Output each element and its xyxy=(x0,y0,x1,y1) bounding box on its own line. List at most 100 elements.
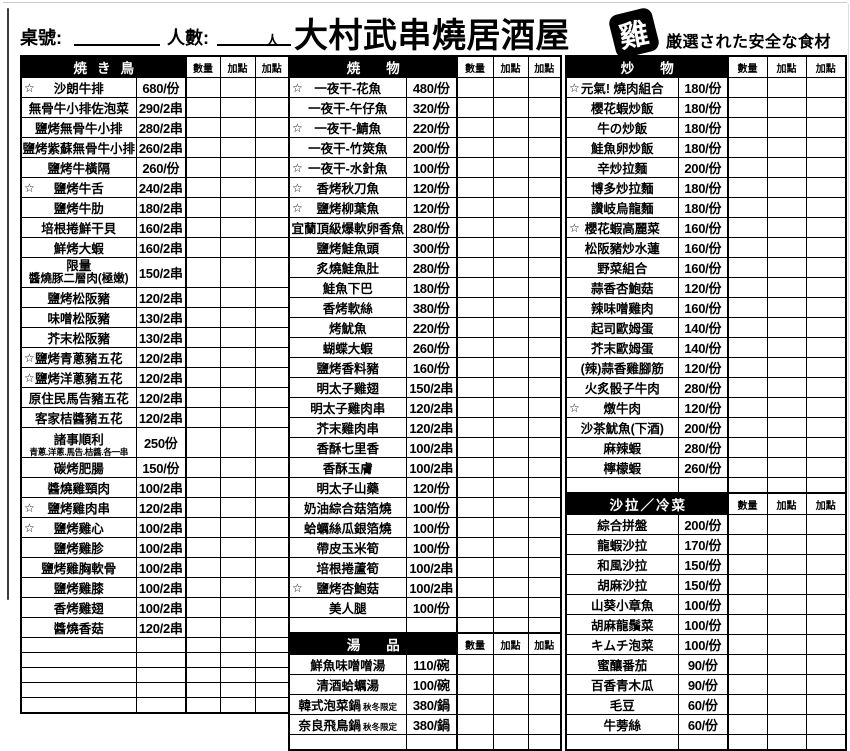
qty-cell[interactable] xyxy=(185,327,221,348)
add-cell[interactable] xyxy=(254,177,290,198)
qty-cell[interactable] xyxy=(456,437,494,458)
add-cell[interactable] xyxy=(254,197,290,218)
add-cell[interactable] xyxy=(492,117,529,138)
add-cell[interactable] xyxy=(766,534,807,555)
qty-cell[interactable] xyxy=(727,237,768,258)
qty-cell[interactable] xyxy=(456,157,494,178)
add-cell[interactable] xyxy=(766,237,807,258)
qty-cell[interactable] xyxy=(727,534,768,555)
add-cell[interactable] xyxy=(805,714,847,735)
qty-cell[interactable] xyxy=(727,337,768,358)
add-cell[interactable] xyxy=(254,347,290,368)
add-cell[interactable] xyxy=(766,674,807,695)
qty-cell[interactable] xyxy=(727,654,768,675)
add-cell[interactable] xyxy=(766,77,807,98)
add-cell[interactable] xyxy=(492,377,529,398)
add-cell[interactable] xyxy=(219,97,256,118)
qty-cell[interactable] xyxy=(727,634,768,655)
add-cell[interactable] xyxy=(492,237,529,258)
qty-cell[interactable] xyxy=(185,667,221,683)
add-cell[interactable] xyxy=(492,734,529,751)
add-cell[interactable] xyxy=(805,357,847,378)
add-cell[interactable] xyxy=(766,257,807,278)
qty-cell[interactable] xyxy=(185,497,221,518)
add-cell[interactable] xyxy=(219,197,256,218)
qty-cell[interactable] xyxy=(185,237,221,258)
add-cell[interactable] xyxy=(254,307,290,328)
add-cell[interactable] xyxy=(492,477,529,498)
add-cell[interactable] xyxy=(766,734,807,751)
add-cell[interactable] xyxy=(527,317,562,338)
add-cell[interactable] xyxy=(527,497,562,518)
add-cell[interactable] xyxy=(492,654,529,675)
add-cell[interactable] xyxy=(219,637,256,653)
add-cell[interactable] xyxy=(254,697,290,714)
add-cell[interactable] xyxy=(527,417,562,438)
add-cell[interactable] xyxy=(805,437,847,458)
qty-cell[interactable] xyxy=(185,477,221,498)
qty-cell[interactable] xyxy=(456,714,494,735)
qty-cell[interactable] xyxy=(727,377,768,398)
add-cell[interactable] xyxy=(766,97,807,118)
add-cell[interactable] xyxy=(219,177,256,198)
add-cell[interactable] xyxy=(254,597,290,618)
add-cell[interactable] xyxy=(805,297,847,318)
add-cell[interactable] xyxy=(527,437,562,458)
add-cell[interactable] xyxy=(805,594,847,615)
add-cell[interactable] xyxy=(527,77,562,98)
qty-cell[interactable] xyxy=(456,177,494,198)
add-cell[interactable] xyxy=(492,714,529,735)
add-cell[interactable] xyxy=(219,457,256,478)
qty-cell[interactable] xyxy=(727,614,768,635)
add-cell[interactable] xyxy=(527,457,562,478)
qty-cell[interactable] xyxy=(185,77,221,98)
add-cell[interactable] xyxy=(254,457,290,478)
add-cell[interactable] xyxy=(219,117,256,138)
add-cell[interactable] xyxy=(254,537,290,558)
add-cell[interactable] xyxy=(805,417,847,438)
add-cell[interactable] xyxy=(254,497,290,518)
add-cell[interactable] xyxy=(254,117,290,138)
add-cell[interactable] xyxy=(492,694,529,715)
qty-cell[interactable] xyxy=(456,137,494,158)
add-cell[interactable] xyxy=(766,357,807,378)
qty-cell[interactable] xyxy=(727,217,768,238)
add-cell[interactable] xyxy=(805,317,847,338)
add-cell[interactable] xyxy=(527,217,562,238)
add-cell[interactable] xyxy=(219,347,256,368)
add-cell[interactable] xyxy=(219,407,256,428)
add-cell[interactable] xyxy=(805,177,847,198)
add-cell[interactable] xyxy=(766,297,807,318)
add-cell[interactable] xyxy=(805,237,847,258)
add-cell[interactable] xyxy=(219,682,256,698)
qty-cell[interactable] xyxy=(727,297,768,318)
add-cell[interactable] xyxy=(527,714,562,735)
add-cell[interactable] xyxy=(492,337,529,358)
qty-cell[interactable] xyxy=(185,97,221,118)
qty-cell[interactable] xyxy=(727,674,768,695)
qty-cell[interactable] xyxy=(727,117,768,138)
add-cell[interactable] xyxy=(766,614,807,635)
add-cell[interactable] xyxy=(219,157,256,178)
qty-cell[interactable] xyxy=(727,477,768,494)
add-cell[interactable] xyxy=(527,734,562,751)
add-cell[interactable] xyxy=(527,157,562,178)
qty-cell[interactable] xyxy=(185,537,221,558)
qty-cell[interactable] xyxy=(727,714,768,735)
add-cell[interactable] xyxy=(254,157,290,178)
add-cell[interactable] xyxy=(492,674,529,695)
qty-cell[interactable] xyxy=(727,277,768,298)
qty-cell[interactable] xyxy=(185,367,221,388)
add-cell[interactable] xyxy=(527,694,562,715)
add-cell[interactable] xyxy=(805,217,847,238)
add-cell[interactable] xyxy=(492,437,529,458)
add-cell[interactable] xyxy=(766,654,807,675)
add-cell[interactable] xyxy=(492,577,529,598)
add-cell[interactable] xyxy=(766,634,807,655)
add-cell[interactable] xyxy=(254,287,290,308)
qty-cell[interactable] xyxy=(456,217,494,238)
add-cell[interactable] xyxy=(766,437,807,458)
add-cell[interactable] xyxy=(805,97,847,118)
add-cell[interactable] xyxy=(805,734,847,751)
add-cell[interactable] xyxy=(254,617,290,638)
